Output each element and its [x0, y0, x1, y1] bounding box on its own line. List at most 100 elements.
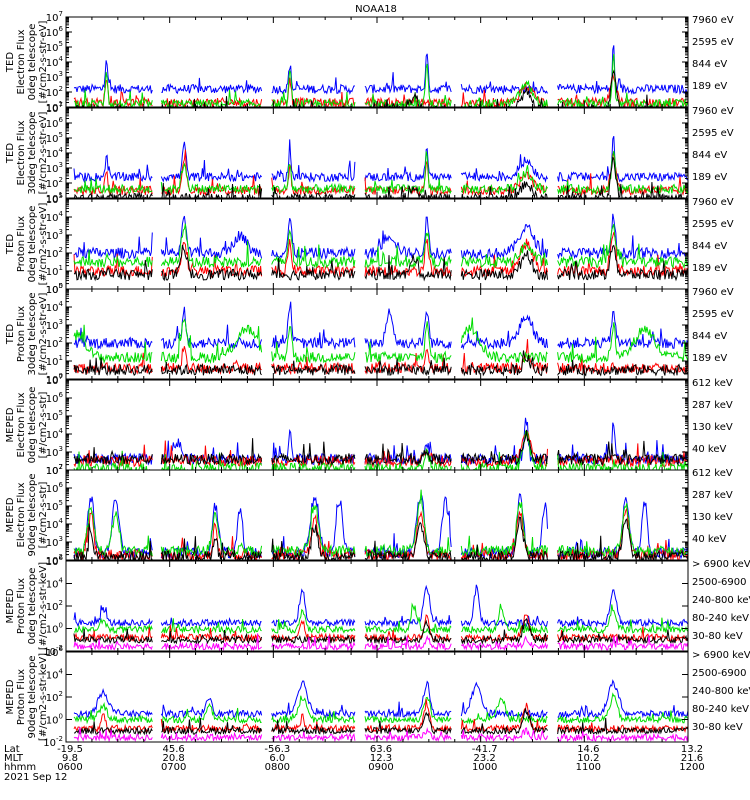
series-blue-line: [73, 45, 688, 96]
panel-8: 10-2 100 102 104 106 MEPED Proton Flux 90deg te…: [5, 645, 750, 749]
x-tick-hhmm: 0600: [57, 762, 82, 773]
panel-frame: [65, 107, 689, 199]
y-tick-label: 104: [46, 210, 64, 224]
panel-7: 10-2 100 102 104 106 MEPED Proton Flux 0deg tel…: [5, 554, 750, 658]
y-tick-label: 101: [46, 354, 63, 368]
x-tick-mlt: 20.8: [163, 753, 185, 764]
legend-entry: 189 eV: [692, 263, 727, 274]
x-tick-hhmm: 0900: [368, 762, 393, 773]
y-tick-label: 107: [46, 101, 63, 115]
panel-4: 100 101 102 103 104 105 TED Proton Flux 30deg te…: [5, 282, 734, 386]
legend-entry: 287 keV: [692, 490, 733, 501]
y-tick-label: 101: [46, 191, 63, 205]
series-blue-line: [73, 584, 688, 628]
y-tick-label: 100: [46, 372, 63, 386]
legend-entry: > 6900 keV: [692, 650, 750, 661]
legend-entry: 7960 eV: [692, 15, 734, 26]
y-tick-label: 103: [46, 318, 63, 332]
y-axis-label-line: 90deg telescope: [27, 655, 38, 738]
legend-entry: 612 keV: [692, 468, 733, 479]
y-axis-label-line: TED: [5, 234, 16, 255]
legend-entry: 40 keV: [692, 534, 726, 545]
legend-entry: > 6900 keV: [692, 559, 750, 570]
series-green-line: [73, 602, 688, 635]
y-tick-label: 104: [46, 517, 64, 531]
y-tick-label: 104: [46, 55, 64, 69]
y-axis-label-line: 0deg telescope: [27, 24, 38, 101]
series-black-line: [73, 244, 688, 282]
y-axis-label-line: [#/cm2-s-str-keV]: [38, 653, 49, 741]
y-tick-label: 104: [46, 300, 64, 314]
y-axis-label-line: [#/cm2-s-str-eV]: [38, 21, 49, 104]
y-tick-label: 107: [46, 10, 63, 24]
series-blue-line: [73, 213, 688, 261]
y-tick-label: 106: [46, 645, 64, 659]
series-green-line: [73, 430, 688, 470]
y-axis-label-line: [#/cm2-s-str-eV]: [38, 203, 49, 286]
y-tick-label: 102: [46, 176, 63, 190]
y-tick-label: 102: [46, 85, 63, 99]
legend-entry: 2500-6900: [692, 668, 747, 679]
x-tick-lat: 14.6: [577, 744, 599, 755]
x-tick-mlt: 12.3: [370, 753, 392, 764]
panel-5: 102 103 104 105 106 107 MEPED Electron Flux 0deg…: [5, 373, 733, 477]
y-tick-label: 101: [46, 264, 63, 278]
y-axis-label-line: Proton Flux: [16, 216, 27, 272]
legend-entry: 844 eV: [692, 150, 727, 161]
y-tick-label: 105: [46, 131, 63, 145]
panel-6: 102 103 104 105 106 107 MEPED Electron Flux 90de…: [5, 463, 733, 567]
x-tick-hhmm: 0700: [161, 762, 186, 773]
legend-entry: 844 eV: [692, 331, 727, 342]
y-axis-label-line: 0deg telescope: [27, 206, 38, 283]
legend-entry: 612 keV: [692, 378, 733, 389]
y-tick-label: 104: [46, 146, 64, 160]
legend-entry: 130 keV: [692, 512, 733, 523]
y-tick-label: 106: [46, 554, 64, 568]
y-tick-label: 102: [46, 690, 63, 704]
y-tick-label: 10-2: [43, 735, 63, 749]
legend-entry: 30-80 keV: [692, 631, 743, 642]
x-tick-hhmm: 1200: [679, 762, 704, 773]
y-tick-label: 103: [46, 445, 63, 459]
y-axis-label-line: 30deg telescope: [27, 111, 38, 194]
x-row-label: Lat: [4, 744, 20, 755]
y-tick-label: 106: [46, 391, 64, 405]
y-tick-label: 102: [46, 336, 63, 350]
x-tick-mlt: 23.2: [474, 753, 496, 764]
x-tick-lat: -56.3: [264, 744, 290, 755]
y-axis-label-line: Electron Flux: [16, 29, 27, 94]
series-magenta-line: [73, 633, 688, 651]
series-magenta-line: [73, 726, 688, 742]
series-red-line: [73, 430, 688, 469]
y-tick-label: 100: [46, 282, 63, 296]
x-row-label: 2021 Sep 12: [4, 772, 67, 783]
series-blue-line: [73, 301, 688, 351]
series-green-line: [73, 150, 688, 196]
y-tick-label: 106: [46, 25, 64, 39]
y-axis-label-line: TED: [5, 324, 16, 345]
x-tick-lat: -19.5: [57, 744, 83, 755]
y-tick-label: 103: [46, 70, 63, 84]
legend-entry: 130 keV: [692, 422, 733, 433]
legend-entry: 2595 eV: [692, 309, 734, 320]
series-blue-line: [73, 679, 688, 720]
legend-entry: 844 eV: [692, 241, 727, 252]
y-tick-label: 103: [46, 535, 63, 549]
y-axis-label-line: [#/cm2-s-str]: [38, 391, 49, 458]
legend-entry: 80-240 keV: [692, 613, 749, 624]
series-green-line: [73, 692, 688, 725]
legend-entry: 2500-6900: [692, 577, 747, 588]
series-black-line: [73, 516, 688, 560]
y-axis-label-line: Proton Flux: [16, 669, 27, 725]
x-tick-hhmm: 1100: [576, 762, 601, 773]
y-axis-label-line: [#/cm2-s-str-keV]: [38, 562, 49, 650]
y-axis-label-line: 0deg telescope: [27, 568, 38, 645]
series-black-line: [73, 350, 688, 377]
legend-entry: 2595 eV: [692, 37, 734, 48]
y-tick-label: 101: [46, 100, 63, 114]
x-tick-mlt: 21.6: [681, 753, 703, 764]
legend-entry: 2595 eV: [692, 128, 734, 139]
y-axis-label-line: Proton Flux: [16, 306, 27, 362]
